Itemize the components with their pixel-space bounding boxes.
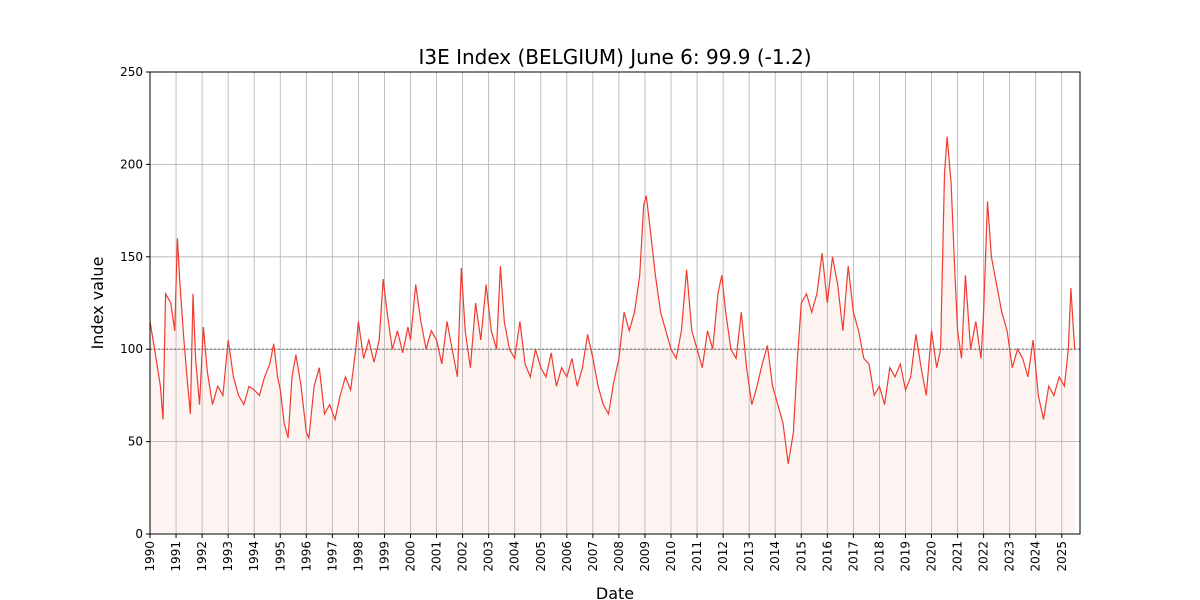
x-tick-label: 1998 xyxy=(351,541,365,572)
x-tick-label: 1994 xyxy=(247,541,261,572)
y-tick-label: 50 xyxy=(128,435,143,449)
x-tick-label: 1997 xyxy=(325,541,339,572)
x-tick-label: 2012 xyxy=(716,541,730,572)
x-tick-label: 2024 xyxy=(1029,541,1043,572)
x-tick-label: 2015 xyxy=(794,541,808,572)
x-tick-label: 2001 xyxy=(430,541,444,572)
y-axis-label: Index value xyxy=(88,257,107,350)
plot-frame xyxy=(149,71,1081,535)
x-axis-label: Date xyxy=(596,584,634,600)
x-tick-label: 2017 xyxy=(846,541,860,572)
x-tick-label: 1996 xyxy=(299,541,313,572)
line xyxy=(149,136,1076,464)
x-tick-label: 2022 xyxy=(977,541,991,572)
y-tick-label: 0 xyxy=(135,527,143,541)
x-tick-label: 2004 xyxy=(508,541,522,572)
x-tick-label: 2003 xyxy=(482,541,496,572)
x-tick-label: 2002 xyxy=(456,541,470,572)
x-tick-label: 2019 xyxy=(898,541,912,572)
x-tick-label: 1991 xyxy=(169,541,183,572)
x-tick-label: 2005 xyxy=(534,541,548,572)
x-tick-label: 2025 xyxy=(1055,541,1069,572)
chart-title: I3E Index (BELGIUM) June 6: 99.9 (-1.2) xyxy=(418,45,811,69)
x-tick-label: 2023 xyxy=(1003,541,1017,572)
x-tick-label: 2014 xyxy=(768,541,782,572)
x-tick-label: 2010 xyxy=(664,541,678,572)
x-tick-label: 2021 xyxy=(951,541,965,572)
y-tick-label: 150 xyxy=(120,250,143,264)
y-tick-label: 250 xyxy=(120,65,143,79)
x-tick-label: 1992 xyxy=(195,541,209,572)
x-tick-label: 2013 xyxy=(742,541,756,572)
x-tick-label: 2011 xyxy=(690,541,704,572)
x-tick-label: 2020 xyxy=(925,541,939,572)
y-tick-label: 200 xyxy=(120,157,143,171)
x-tick-label: 1993 xyxy=(221,541,235,572)
x-tick-label: 2009 xyxy=(638,541,652,572)
x-tick-label: 2007 xyxy=(586,541,600,572)
x-tick-label: 2006 xyxy=(560,541,574,572)
area xyxy=(150,136,1075,534)
x-tick-label: 2016 xyxy=(820,541,834,572)
x-tick-label: 2000 xyxy=(404,541,418,572)
x-tick-label: 1990 xyxy=(143,541,157,572)
y-tick-label: 100 xyxy=(120,342,143,356)
x-tick-label: 2008 xyxy=(612,541,626,572)
x-tick-label: 1999 xyxy=(377,541,391,572)
x-tick-label: 2018 xyxy=(872,541,886,572)
x-tick-label: 1995 xyxy=(273,541,287,572)
